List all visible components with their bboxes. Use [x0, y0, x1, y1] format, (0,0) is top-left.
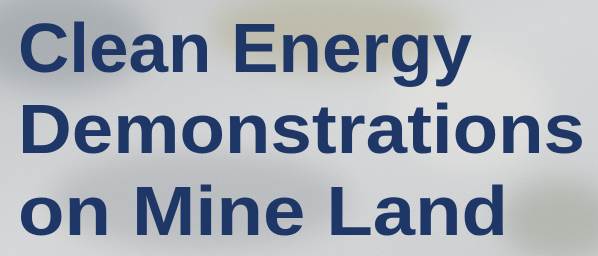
title-line: Clean Energy	[18, 9, 472, 87]
title-slide: Clean Energy Demonstrations on Mine Land	[0, 0, 598, 256]
title-line: Demonstrations	[18, 90, 585, 168]
title-line: on Mine Land	[18, 172, 508, 250]
